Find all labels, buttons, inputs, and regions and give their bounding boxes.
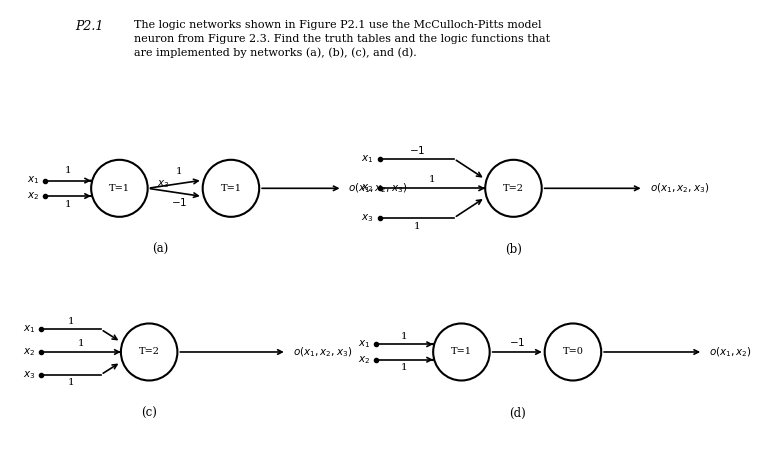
- Text: 1: 1: [68, 378, 74, 388]
- Text: 1: 1: [68, 317, 74, 325]
- Text: $x_2$: $x_2$: [358, 354, 370, 366]
- Text: 1: 1: [65, 166, 71, 175]
- Text: $x_2$: $x_2$: [23, 346, 35, 358]
- Text: $x_1$: $x_1$: [27, 175, 39, 187]
- Text: $o(x_1, x_2, x_3)$: $o(x_1, x_2, x_3)$: [293, 345, 352, 359]
- Text: $x_1$: $x_1$: [23, 323, 35, 335]
- Text: $-1$: $-1$: [170, 196, 187, 208]
- Text: $-1$: $-1$: [509, 336, 526, 348]
- Text: 1: 1: [401, 363, 408, 372]
- Text: (b): (b): [505, 243, 522, 256]
- Text: The logic networks shown in Figure P2.1 use the McCulloch-Pitts model
neuron fro: The logic networks shown in Figure P2.1 …: [134, 20, 550, 58]
- Text: $x_1$: $x_1$: [358, 338, 370, 350]
- Text: 1: 1: [176, 167, 182, 175]
- Text: 1: 1: [78, 339, 85, 348]
- Text: $x_3$: $x_3$: [361, 212, 374, 224]
- Text: 1: 1: [413, 221, 420, 231]
- Text: 1: 1: [401, 332, 408, 341]
- Text: (c): (c): [141, 407, 157, 420]
- Text: $o(x_1, x_2, x_3)$: $o(x_1, x_2, x_3)$: [649, 181, 709, 195]
- Text: $o(x_1, x_2)$: $o(x_1, x_2)$: [709, 345, 752, 359]
- Text: $x_3$: $x_3$: [23, 369, 35, 381]
- Text: $-1$: $-1$: [409, 144, 425, 156]
- Text: T=0: T=0: [562, 348, 584, 357]
- Text: $o(x_1, x_2, x_3)$: $o(x_1, x_2, x_3)$: [348, 181, 408, 195]
- Text: T=1: T=1: [109, 184, 130, 193]
- Text: 1: 1: [429, 175, 435, 184]
- Text: T=2: T=2: [503, 184, 524, 193]
- Text: (a): (a): [152, 243, 168, 256]
- Text: 1: 1: [65, 200, 71, 209]
- Text: (d): (d): [509, 407, 526, 420]
- Text: $x_1$: $x_1$: [361, 153, 374, 165]
- Text: $x_2$: $x_2$: [27, 190, 39, 202]
- Text: T=1: T=1: [451, 348, 472, 357]
- Text: T=2: T=2: [138, 348, 160, 357]
- Text: $x_3$: $x_3$: [157, 178, 169, 190]
- Text: T=1: T=1: [221, 184, 241, 193]
- Text: P2.1: P2.1: [75, 20, 103, 33]
- Text: $x_2$: $x_2$: [361, 182, 374, 194]
